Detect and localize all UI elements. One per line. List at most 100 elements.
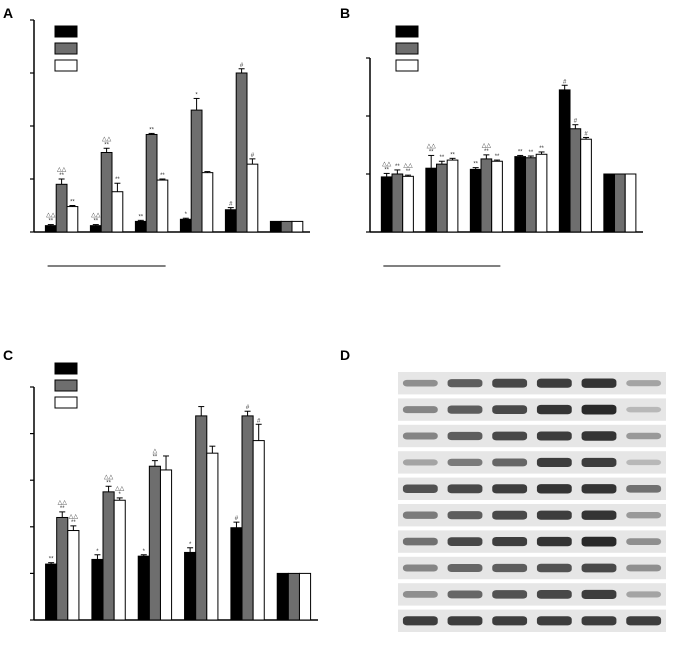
bar [159,469,173,621]
bar [55,183,68,233]
bar [235,72,248,233]
blot-strip [398,372,666,395]
western-blot [398,372,666,632]
bar [195,415,208,621]
bar [624,173,637,233]
significance-label: ** [138,214,143,220]
significance-label: ** [539,146,544,152]
significance-label: * [96,549,99,555]
legend-swatch [54,42,78,55]
blot-band [536,484,572,494]
significance-label: # [574,119,578,125]
bar [614,173,626,233]
significance-label: ** [160,173,165,179]
blot-band [402,406,438,414]
significance-label: # [229,202,233,208]
significance-label: ** [384,167,389,173]
blot-band [626,459,662,466]
bar [276,572,289,621]
blot-band [581,484,617,494]
blot-band [581,616,617,626]
blot-strip [398,583,666,606]
blot-band [402,564,438,572]
significance-label: ** [71,520,76,526]
bar [66,206,79,233]
blot-band [626,591,662,598]
significance-label: △△ [104,474,114,480]
blot-strip [398,398,666,421]
panel-label-c: C [3,347,13,363]
blot-band [402,484,438,494]
significance-label: ** [395,164,400,170]
blot-strip [398,424,666,448]
significance-label: △△ [57,167,67,173]
bar [558,89,571,233]
chart-c: ****△△**△△***△△*△△***△*### [30,362,318,621]
blot-band [581,431,617,441]
blot-band [492,616,528,626]
significance-label: ** [153,455,158,461]
significance-label: # [563,79,567,85]
significance-label: * [143,549,146,555]
blot-strip [398,451,666,474]
blot-band [626,380,662,387]
blot-band [492,563,528,573]
blot-band [402,432,438,440]
significance-label: # [240,63,244,69]
bar [111,191,124,233]
significance-label: △△ [102,136,112,142]
panel-label-b: B [340,5,350,21]
significance-label: ** [406,169,411,175]
bar [184,551,197,621]
significance-label: △△ [115,486,125,492]
blot-band [536,590,572,599]
blot-band [536,431,572,441]
bar [402,175,414,233]
bar [56,516,69,621]
significance-label: ** [104,142,109,148]
significance-label: △△ [403,163,413,169]
significance-label: * [185,212,188,218]
significance-label: # [584,131,588,137]
blot-band [626,564,662,572]
panel-label-d: D [340,347,350,363]
blot-band [402,537,438,546]
bar [102,491,115,621]
blot-band [626,538,662,545]
bar [45,563,58,621]
significance-label: ** [59,173,64,179]
significance-label: * [189,542,192,548]
significance-label: △△ [91,213,101,219]
bar [425,167,438,233]
blot-band [447,484,483,494]
blot-band [492,537,528,547]
significance-label: △△ [427,143,437,149]
significance-label: # [235,516,239,522]
bar [491,160,503,233]
significance-label: △△ [382,161,392,167]
significance-label: * [195,92,198,98]
blot-band [402,591,438,598]
blot-band [447,431,483,441]
significance-label: ** [115,177,120,183]
bar [535,153,548,233]
significance-label: △△ [58,500,68,506]
blot-band [536,510,572,520]
significance-label: ** [495,154,500,160]
legend-swatch [54,362,78,375]
blot-band [626,432,662,440]
significance-label: ** [93,219,98,225]
significance-label: ** [60,506,65,512]
legend-swatch [54,396,78,409]
blot-strip [398,530,666,553]
legend-swatch [54,59,78,72]
significance-label: ** [450,152,455,158]
significance-label: △△ [46,213,56,219]
blot-band [402,511,438,519]
significance-label: # [246,405,250,411]
blot-band [581,457,617,467]
bar [241,415,254,621]
bar [252,440,265,621]
blot-band [626,406,662,413]
